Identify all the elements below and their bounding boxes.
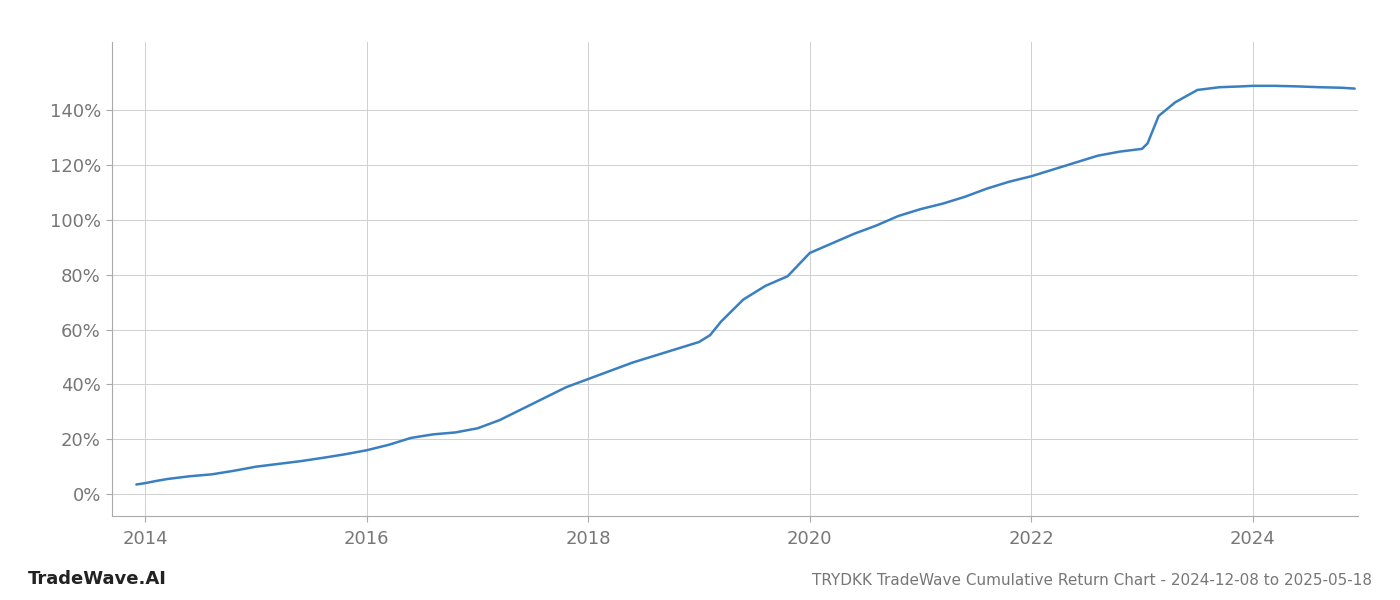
- Text: TRYDKK TradeWave Cumulative Return Chart - 2024-12-08 to 2025-05-18: TRYDKK TradeWave Cumulative Return Chart…: [812, 573, 1372, 588]
- Text: TradeWave.AI: TradeWave.AI: [28, 570, 167, 588]
